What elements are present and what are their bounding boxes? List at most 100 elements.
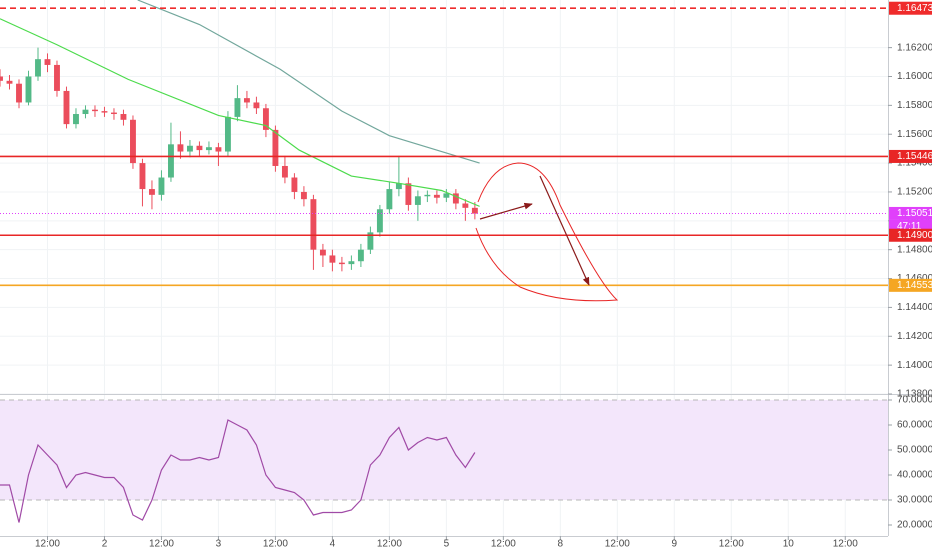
- candle-body: [130, 119, 136, 164]
- rsi-pane: [0, 399, 888, 523]
- moving-average: [0, 18, 480, 207]
- candle-body: [6, 80, 13, 84]
- candle-body: [25, 76, 32, 103]
- arrow: [539, 175, 590, 286]
- candle-body: [73, 114, 79, 125]
- x-tick-label: 12:00: [263, 539, 288, 550]
- candle-body: [243, 98, 250, 103]
- level-label-bg: [889, 278, 932, 292]
- candle-body: [386, 189, 393, 210]
- x-tick-label: 4: [330, 539, 336, 550]
- candle-body: [111, 112, 117, 115]
- candle-body: [92, 109, 98, 112]
- candle-body: [0, 76, 3, 81]
- candle-body: [357, 249, 364, 262]
- y-tick-label: 1.14800: [897, 244, 932, 255]
- y-tick-label: 1.15800: [897, 100, 932, 111]
- level-label-bg: [889, 206, 932, 220]
- x-tick-label: 9: [672, 539, 678, 550]
- y-tick-label: 1.15200: [897, 187, 932, 198]
- y-tick-label: 1.16200: [897, 42, 932, 53]
- forecast-shape: [475, 162, 619, 302]
- y-tick-label: 70.0000: [897, 395, 932, 406]
- y-tick-label: 1.14600: [897, 273, 932, 284]
- level-label-bg: [889, 1, 932, 15]
- x-tick-label: 12:00: [605, 539, 630, 550]
- x-tick-label: 12:00: [719, 539, 744, 550]
- x-tick-label: 10: [783, 539, 795, 550]
- candle-body: [433, 194, 440, 198]
- candle-body: [63, 90, 70, 125]
- y-tick-label: 1.14200: [897, 331, 932, 342]
- candle-body: [367, 232, 374, 250]
- candle-body: [101, 111, 108, 113]
- candle-body: [319, 249, 326, 256]
- candle-body: [196, 145, 203, 151]
- candle-body: [338, 262, 345, 265]
- candle-body: [443, 193, 450, 198]
- y-tick-label: 1.14000: [897, 360, 932, 371]
- candle-body: [462, 203, 469, 208]
- candle-body: [281, 165, 288, 178]
- candle-body: [149, 189, 155, 195]
- y-tick-label: 20.0000: [897, 520, 932, 531]
- countdown: 47:11: [897, 221, 922, 232]
- x-tick-label: 8: [558, 539, 564, 550]
- x-tick-label: 3: [216, 539, 222, 550]
- x-tick-label: 2: [102, 539, 108, 550]
- level-label-bg: [889, 228, 932, 242]
- y-tick-label: 40.0000: [897, 470, 932, 481]
- x-tick-label: 12:00: [149, 539, 174, 550]
- candle-body: [168, 144, 174, 178]
- candle-body: [187, 145, 193, 152]
- y-tick-label: 1.13800: [897, 389, 932, 400]
- candle-body: [452, 193, 459, 204]
- moving-average: [137, 0, 480, 164]
- candle-body: [376, 209, 383, 233]
- level-label: 1.14553: [897, 280, 932, 291]
- candle-body: [291, 177, 298, 192]
- candle-body: [348, 261, 355, 265]
- candle-body: [414, 196, 421, 205]
- candle-body: [329, 255, 336, 263]
- x-tick-label: 12:00: [833, 539, 858, 550]
- level-label: 1.15051: [897, 208, 932, 219]
- y-tick-label: 1.15600: [897, 129, 932, 140]
- candle-body: [54, 64, 60, 91]
- level-label: 1.16473: [897, 3, 932, 14]
- candle-body: [253, 102, 260, 109]
- x-tick-label: 12:00: [491, 539, 516, 550]
- rsi-line: [0, 419, 476, 523]
- candle-body: [82, 109, 89, 115]
- arrow: [479, 202, 533, 220]
- candle-body: [310, 199, 317, 250]
- candle-body: [215, 147, 222, 152]
- candle-body: [16, 83, 22, 103]
- candle-body: [424, 194, 431, 197]
- rsi-band: [0, 400, 888, 500]
- candle-body: [300, 191, 307, 200]
- x-tick-label: 12:00: [35, 539, 60, 550]
- y-tick-label: 60.0000: [897, 420, 932, 431]
- candle-body: [205, 147, 212, 151]
- candle-body: [262, 108, 269, 130]
- level-label-bg: [889, 149, 932, 163]
- candle-body: [44, 59, 51, 65]
- y-tick-label: 1.16000: [897, 71, 932, 82]
- candle-body: [405, 183, 412, 205]
- candle-body: [471, 207, 478, 214]
- candle-body: [120, 114, 127, 120]
- axes: 1.13800 1.14000 1.14200 1.14400 1.14600 1.148…: [35, 1, 932, 550]
- level-label: 1.15446: [897, 151, 932, 162]
- x-tick-label: 5: [444, 539, 450, 550]
- candle-body: [177, 144, 184, 152]
- price-pane: [0, 0, 888, 287]
- candle-body: [224, 116, 231, 152]
- candle-body: [35, 59, 41, 77]
- candle-body: [395, 183, 402, 190]
- candle-body: [234, 98, 241, 117]
- y-tick-label: 50.0000: [897, 445, 932, 456]
- x-tick-label: 12:00: [377, 539, 402, 550]
